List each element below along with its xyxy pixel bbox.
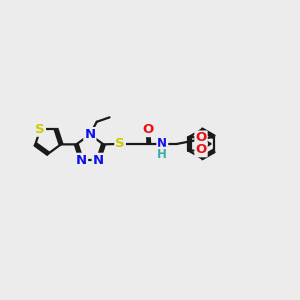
Text: N: N — [157, 137, 167, 150]
Text: O: O — [195, 131, 207, 145]
Text: S: S — [35, 123, 45, 136]
Text: O: O — [195, 143, 207, 156]
Text: N: N — [93, 154, 104, 167]
Text: N: N — [84, 128, 95, 141]
Text: N: N — [76, 154, 87, 167]
Text: H: H — [158, 148, 167, 161]
Text: O: O — [142, 123, 154, 136]
Text: S: S — [115, 137, 125, 150]
